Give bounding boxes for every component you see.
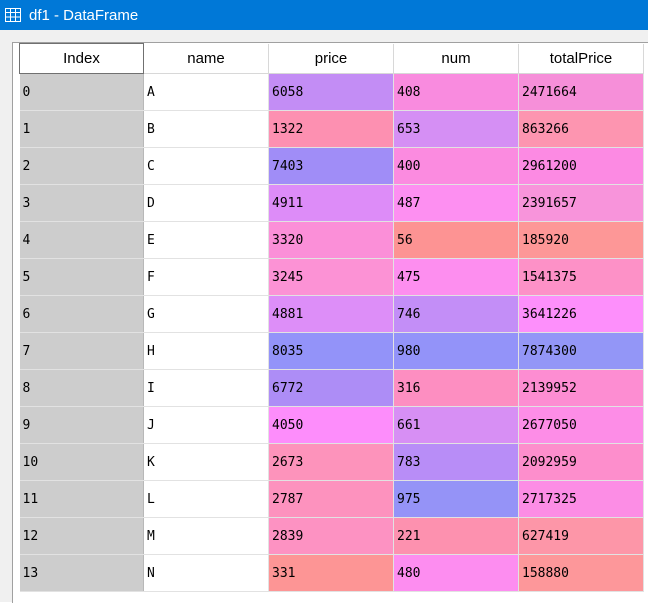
table-row: 6 G 4881 746 3641226 [19, 295, 644, 333]
num-cell[interactable]: 480 [393, 554, 519, 592]
table-row: 5 F 3245 475 1541375 [19, 258, 644, 296]
name-cell[interactable]: K [143, 443, 269, 481]
price-cell[interactable]: 1322 [268, 110, 394, 148]
totalprice-cell[interactable]: 2391657 [518, 184, 644, 222]
row-index-cell: 5 [19, 258, 144, 296]
table-row: 3 D 4911 487 2391657 [19, 184, 644, 222]
name-cell[interactable]: A [143, 73, 269, 111]
totalprice-cell[interactable]: 185920 [518, 221, 644, 259]
name-cell[interactable]: M [143, 517, 269, 555]
price-cell[interactable]: 3245 [268, 258, 394, 296]
name-cell[interactable]: J [143, 406, 269, 444]
row-index-cell: 8 [19, 369, 144, 407]
price-cell[interactable]: 3320 [268, 221, 394, 259]
totalprice-cell[interactable]: 2717325 [518, 480, 644, 518]
column-header-totalprice[interactable]: totalPrice [518, 43, 644, 74]
table-row: 7 H 8035 980 7874300 [19, 332, 644, 370]
totalprice-cell[interactable]: 2471664 [518, 73, 644, 111]
totalprice-cell[interactable]: 2961200 [518, 147, 644, 185]
price-cell[interactable]: 4911 [268, 184, 394, 222]
row-index-cell: 7 [19, 332, 144, 370]
price-cell[interactable]: 7403 [268, 147, 394, 185]
num-cell[interactable]: 408 [393, 73, 519, 111]
row-index-cell: 3 [19, 184, 144, 222]
row-index-cell: 13 [19, 554, 144, 592]
table-row: 10 K 2673 783 2092959 [19, 443, 644, 481]
totalprice-cell[interactable]: 3641226 [518, 295, 644, 333]
price-cell[interactable]: 331 [268, 554, 394, 592]
table-row: 11 L 2787 975 2717325 [19, 480, 644, 518]
price-cell[interactable]: 4881 [268, 295, 394, 333]
price-cell[interactable]: 6058 [268, 73, 394, 111]
num-cell[interactable]: 980 [393, 332, 519, 370]
name-cell[interactable]: B [143, 110, 269, 148]
num-cell[interactable]: 221 [393, 517, 519, 555]
window-body: Index name price num totalPrice 0 A 6058 40… [0, 30, 648, 603]
window-titlebar: df1 - DataFrame [0, 0, 648, 30]
column-header-num[interactable]: num [393, 43, 519, 74]
name-cell[interactable]: D [143, 184, 269, 222]
num-cell[interactable]: 661 [393, 406, 519, 444]
row-index-cell: 6 [19, 295, 144, 333]
num-cell[interactable]: 975 [393, 480, 519, 518]
table-row: 1 B 1322 653 863266 [19, 110, 644, 148]
row-index-cell: 9 [19, 406, 144, 444]
row-index-cell: 0 [19, 73, 144, 111]
totalprice-cell[interactable]: 2677050 [518, 406, 644, 444]
row-index-cell: 2 [19, 147, 144, 185]
dataframe-view[interactable]: Index name price num totalPrice 0 A 6058 40… [12, 42, 648, 603]
name-cell[interactable]: H [143, 332, 269, 370]
table-row: 4 E 3320 56 185920 [19, 221, 644, 259]
table-icon [5, 8, 21, 22]
totalprice-cell[interactable]: 863266 [518, 110, 644, 148]
num-cell[interactable]: 746 [393, 295, 519, 333]
window-title: df1 - DataFrame [29, 6, 139, 24]
num-cell[interactable]: 475 [393, 258, 519, 296]
row-index-cell: 10 [19, 443, 144, 481]
num-cell[interactable]: 316 [393, 369, 519, 407]
column-header-name[interactable]: name [143, 43, 269, 74]
name-cell[interactable]: F [143, 258, 269, 296]
table-row: 0 A 6058 408 2471664 [19, 73, 644, 111]
table-row: 12 M 2839 221 627419 [19, 517, 644, 555]
name-cell[interactable]: N [143, 554, 269, 592]
price-cell[interactable]: 8035 [268, 332, 394, 370]
row-index-cell: 11 [19, 480, 144, 518]
row-index-cell: 1 [19, 110, 144, 148]
price-cell[interactable]: 6772 [268, 369, 394, 407]
price-cell[interactable]: 2787 [268, 480, 394, 518]
name-cell[interactable]: G [143, 295, 269, 333]
header-row: Index name price num totalPrice [19, 43, 644, 74]
totalprice-cell[interactable]: 158880 [518, 554, 644, 592]
table-row: 9 J 4050 661 2677050 [19, 406, 644, 444]
totalprice-cell[interactable]: 7874300 [518, 332, 644, 370]
table-row: 2 C 7403 400 2961200 [19, 147, 644, 185]
table-row: 13 N 331 480 158880 [19, 554, 644, 592]
num-cell[interactable]: 487 [393, 184, 519, 222]
totalprice-cell[interactable]: 1541375 [518, 258, 644, 296]
name-cell[interactable]: E [143, 221, 269, 259]
price-cell[interactable]: 4050 [268, 406, 394, 444]
totalprice-cell[interactable]: 2139952 [518, 369, 644, 407]
name-cell[interactable]: L [143, 480, 269, 518]
name-cell[interactable]: I [143, 369, 269, 407]
price-cell[interactable]: 2839 [268, 517, 394, 555]
table-row: 8 I 6772 316 2139952 [19, 369, 644, 407]
num-cell[interactable]: 783 [393, 443, 519, 481]
row-index-cell: 4 [19, 221, 144, 259]
num-cell[interactable]: 400 [393, 147, 519, 185]
price-cell[interactable]: 2673 [268, 443, 394, 481]
row-index-cell: 12 [19, 517, 144, 555]
totalprice-cell[interactable]: 2092959 [518, 443, 644, 481]
num-cell[interactable]: 56 [393, 221, 519, 259]
column-header-price[interactable]: price [268, 43, 394, 74]
dataframe-table: Index name price num totalPrice 0 A 6058 40… [19, 43, 644, 592]
column-header-index[interactable]: Index [19, 43, 144, 74]
num-cell[interactable]: 653 [393, 110, 519, 148]
name-cell[interactable]: C [143, 147, 269, 185]
totalprice-cell[interactable]: 627419 [518, 517, 644, 555]
